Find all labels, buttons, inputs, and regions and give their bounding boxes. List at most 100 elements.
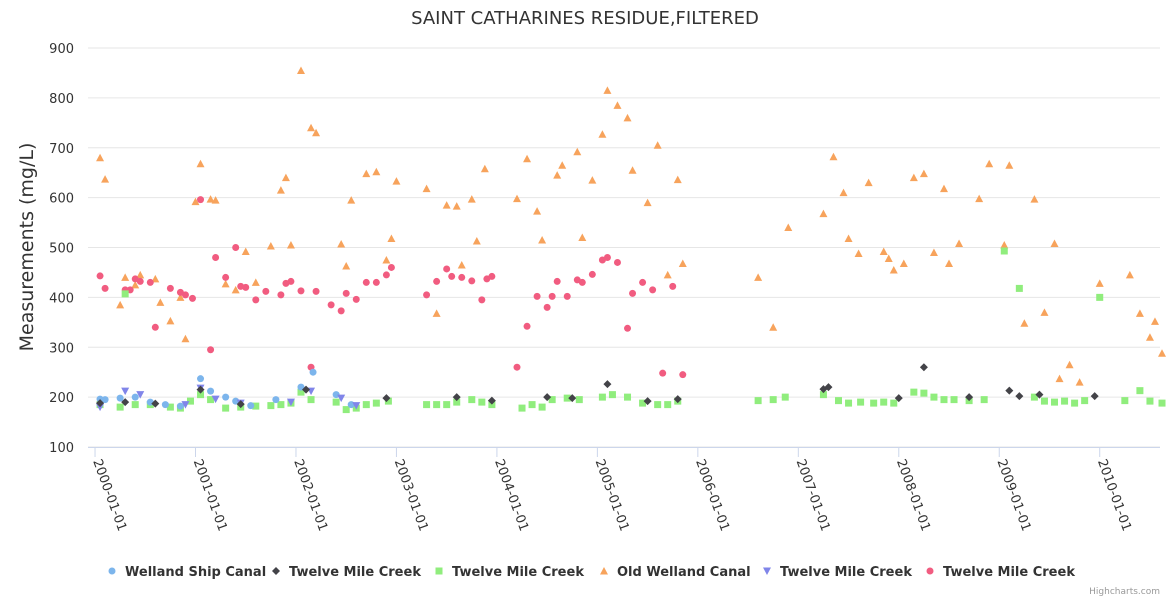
data-point[interactable] bbox=[673, 395, 682, 404]
data-point[interactable] bbox=[116, 403, 124, 411]
data-point[interactable] bbox=[372, 399, 380, 407]
data-point[interactable] bbox=[929, 248, 938, 256]
data-point[interactable] bbox=[769, 396, 777, 404]
data-point[interactable] bbox=[166, 316, 175, 325]
data-point[interactable] bbox=[131, 393, 139, 401]
data-point[interactable] bbox=[121, 273, 130, 281]
data-point[interactable] bbox=[1158, 349, 1167, 357]
data-point[interactable] bbox=[423, 291, 431, 299]
data-point[interactable] bbox=[121, 398, 130, 407]
data-point[interactable] bbox=[101, 175, 110, 183]
data-point[interactable] bbox=[297, 383, 305, 391]
data-point[interactable] bbox=[781, 393, 789, 401]
data-point[interactable] bbox=[156, 298, 165, 306]
data-point[interactable] bbox=[835, 397, 843, 405]
data-point[interactable] bbox=[251, 278, 260, 286]
data-point[interactable] bbox=[513, 363, 521, 371]
data-point[interactable] bbox=[196, 159, 205, 168]
data-point[interactable] bbox=[1146, 397, 1154, 405]
data-point[interactable] bbox=[890, 399, 898, 407]
data-point[interactable] bbox=[1135, 309, 1144, 317]
data-point[interactable] bbox=[950, 396, 958, 404]
data-point[interactable] bbox=[272, 396, 280, 404]
data-point[interactable] bbox=[448, 272, 456, 280]
data-point[interactable] bbox=[362, 278, 370, 286]
data-point[interactable] bbox=[608, 391, 616, 399]
data-point[interactable] bbox=[679, 371, 687, 379]
data-point[interactable] bbox=[222, 404, 230, 412]
data-point[interactable] bbox=[568, 394, 577, 403]
data-point[interactable] bbox=[643, 198, 652, 207]
data-point[interactable] bbox=[1035, 390, 1044, 399]
data-point[interactable] bbox=[1050, 239, 1059, 248]
data-point[interactable] bbox=[96, 153, 105, 162]
data-point[interactable] bbox=[382, 255, 391, 264]
data-point[interactable] bbox=[909, 173, 918, 182]
data-point[interactable] bbox=[296, 66, 305, 74]
data-point[interactable] bbox=[211, 196, 220, 204]
data-point[interactable] bbox=[136, 391, 145, 399]
data-point[interactable] bbox=[458, 273, 466, 281]
legend-item[interactable]: Twelve Mile Creek bbox=[926, 565, 1076, 580]
data-point[interactable] bbox=[654, 401, 662, 409]
data-point[interactable] bbox=[247, 402, 255, 410]
data-point[interactable] bbox=[573, 147, 582, 156]
data-point[interactable] bbox=[206, 195, 215, 203]
data-point[interactable] bbox=[819, 209, 828, 218]
data-point[interactable] bbox=[136, 277, 144, 285]
data-point[interactable] bbox=[965, 393, 974, 402]
data-point[interactable] bbox=[1005, 386, 1014, 395]
data-point[interactable] bbox=[297, 388, 305, 396]
data-point[interactable] bbox=[131, 280, 140, 289]
data-point[interactable] bbox=[116, 300, 125, 309]
data-point[interactable] bbox=[352, 402, 361, 410]
data-point[interactable] bbox=[307, 396, 315, 404]
data-point[interactable] bbox=[1040, 308, 1049, 316]
data-point[interactable] bbox=[1000, 247, 1008, 255]
data-point[interactable] bbox=[342, 261, 351, 270]
data-point[interactable] bbox=[342, 289, 350, 297]
data-point[interactable] bbox=[267, 402, 275, 410]
data-point[interactable] bbox=[543, 303, 551, 311]
data-point[interactable] bbox=[286, 398, 295, 407]
data-point[interactable] bbox=[101, 284, 109, 292]
data-point[interactable] bbox=[1125, 270, 1134, 279]
data-point[interactable] bbox=[864, 178, 873, 187]
data-point[interactable] bbox=[1030, 393, 1038, 401]
data-point[interactable] bbox=[131, 401, 139, 409]
data-point[interactable] bbox=[588, 270, 596, 278]
data-point[interactable] bbox=[252, 402, 260, 410]
data-point[interactable] bbox=[598, 393, 606, 401]
data-point[interactable] bbox=[839, 188, 848, 197]
data-point[interactable] bbox=[478, 398, 486, 406]
data-point[interactable] bbox=[101, 396, 109, 404]
data-point[interactable] bbox=[1061, 397, 1069, 405]
data-point[interactable] bbox=[207, 346, 215, 354]
data-point[interactable] bbox=[478, 296, 486, 304]
data-point[interactable] bbox=[468, 277, 476, 285]
data-point[interactable] bbox=[659, 369, 667, 377]
data-point[interactable] bbox=[252, 296, 260, 304]
data-point[interactable] bbox=[352, 295, 360, 303]
data-point[interactable] bbox=[277, 401, 285, 409]
data-point[interactable] bbox=[919, 169, 928, 178]
data-point[interactable] bbox=[870, 399, 878, 407]
data-point[interactable] bbox=[116, 394, 124, 402]
data-point[interactable] bbox=[603, 253, 611, 261]
data-point[interactable] bbox=[784, 223, 793, 232]
data-point[interactable] bbox=[613, 101, 622, 109]
data-point[interactable] bbox=[262, 287, 270, 295]
data-point[interactable] bbox=[975, 194, 984, 203]
data-point[interactable] bbox=[955, 239, 964, 248]
data-point[interactable] bbox=[96, 399, 105, 408]
data-point[interactable] bbox=[985, 159, 994, 168]
data-point[interactable] bbox=[96, 272, 104, 280]
data-point[interactable] bbox=[211, 395, 220, 404]
data-point[interactable] bbox=[387, 234, 396, 243]
data-point[interactable] bbox=[242, 283, 250, 291]
data-point[interactable] bbox=[513, 194, 522, 203]
data-point[interactable] bbox=[362, 169, 371, 178]
legend-item[interactable]: Welland Ship Canal bbox=[108, 565, 267, 580]
data-point[interactable] bbox=[191, 197, 200, 206]
data-point[interactable] bbox=[487, 396, 496, 405]
